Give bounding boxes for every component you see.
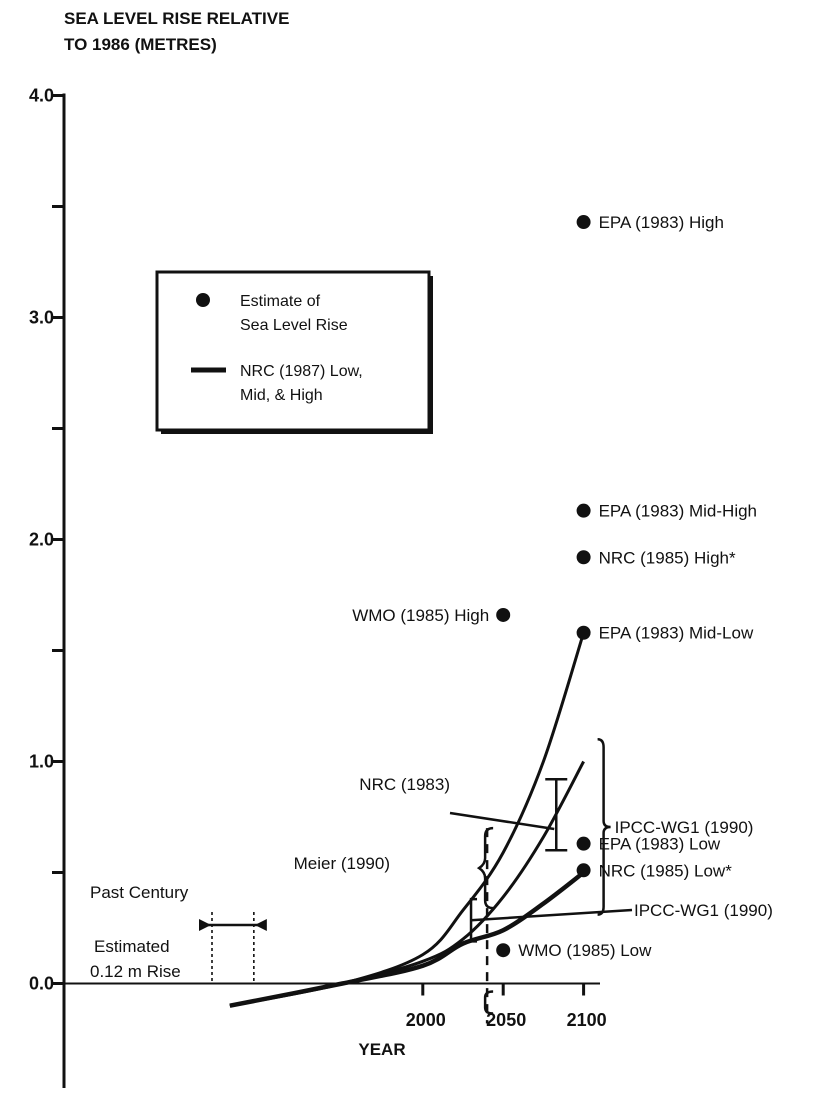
nrc-1987-curve — [229, 870, 585, 1008]
title-line-1: SEA LEVEL RISE RELATIVE — [64, 9, 289, 28]
ipcc-large-label: IPCC-WG1 (1990) — [615, 818, 754, 837]
meier-1990-brace — [476, 826, 494, 910]
point-label: EPA (1983) Low — [599, 835, 721, 854]
legend-label-nrc: NRC (1987) Low, — [240, 363, 363, 380]
legend-label-estimate: Sea Level Rise — [240, 317, 348, 334]
y-tick-label: 0.0 — [29, 974, 54, 994]
ipcc-large-brace — [597, 738, 611, 916]
nrc-1983-leader — [449, 811, 555, 831]
meier-1990-label: Meier (1990) — [294, 854, 390, 873]
title-line-2: TO 1986 (METRES) — [64, 35, 217, 54]
x-tick-label: 2050 — [486, 1010, 526, 1030]
legend-label-nrc: Mid, & High — [240, 387, 323, 404]
point-label: NRC (1985) Low* — [599, 861, 733, 880]
past-arrow-right-head — [199, 919, 211, 931]
range-brackets: NRC (1983) Meier (1990) IPCC-WG1 (1990) IPC… — [294, 738, 773, 1024]
x-tick-label: 2000 — [406, 1010, 446, 1030]
estimate-point — [576, 215, 591, 230]
estimate-points: EPA (1983) High EPA (1983) Mid-High NRC (1… — [352, 213, 757, 960]
point-label: EPA (1983) Mid-High — [599, 502, 757, 521]
estimate-point — [496, 607, 511, 622]
y-tick-label: 4.0 — [29, 86, 54, 106]
y-tick-label: 2.0 — [29, 530, 54, 550]
legend: Estimate of Sea Level Rise NRC (1987) Low,… — [155, 270, 433, 434]
y-tick-label: 1.0 — [29, 752, 54, 772]
legend-label-estimate: Estimate of — [240, 293, 321, 310]
estimate-point — [576, 550, 591, 565]
past-century-annotation: Past Century Estimated 0.12 m Rise — [90, 883, 267, 983]
legend-shadow-right — [429, 276, 433, 434]
x-axis-label: YEAR — [358, 1040, 405, 1059]
x-tick-label: 2100 — [567, 1010, 607, 1030]
legend-shadow-bottom — [161, 430, 433, 434]
legend-dot-icon — [196, 293, 210, 307]
point-label: WMO (1985) High — [352, 606, 489, 625]
nrc-1983-label: NRC (1983) — [359, 775, 450, 794]
estimated-label-2: 0.12 m Rise — [90, 962, 181, 981]
y-tick-label: 3.0 — [29, 308, 54, 328]
axes: 0.0 1.0 2.0 3.0 4.0 2000 2050 2100 — [29, 86, 607, 1088]
meier-1990-lower-bracket — [483, 990, 494, 1015]
estimate-point — [576, 625, 591, 640]
chart-title: SEA LEVEL RISE RELATIVE TO 1986 (METRES) — [64, 9, 289, 54]
past-arrow-left-head — [254, 919, 267, 931]
estimate-point — [576, 503, 591, 518]
past-century-label: Past Century — [90, 883, 189, 902]
point-label: WMO (1985) Low — [518, 941, 652, 960]
point-label: EPA (1983) High — [599, 213, 724, 232]
estimate-point — [496, 943, 511, 958]
ipcc-small-label: IPCC-WG1 (1990) — [634, 901, 773, 920]
point-label: EPA (1983) Mid-Low — [599, 624, 754, 643]
nrc-1987-curves — [229, 632, 586, 1008]
estimated-label-1: Estimated — [94, 937, 170, 956]
point-label: NRC (1985) High* — [599, 548, 736, 567]
ipcc-small-leader — [470, 908, 633, 922]
estimate-point — [576, 836, 591, 851]
estimate-point — [576, 863, 591, 878]
